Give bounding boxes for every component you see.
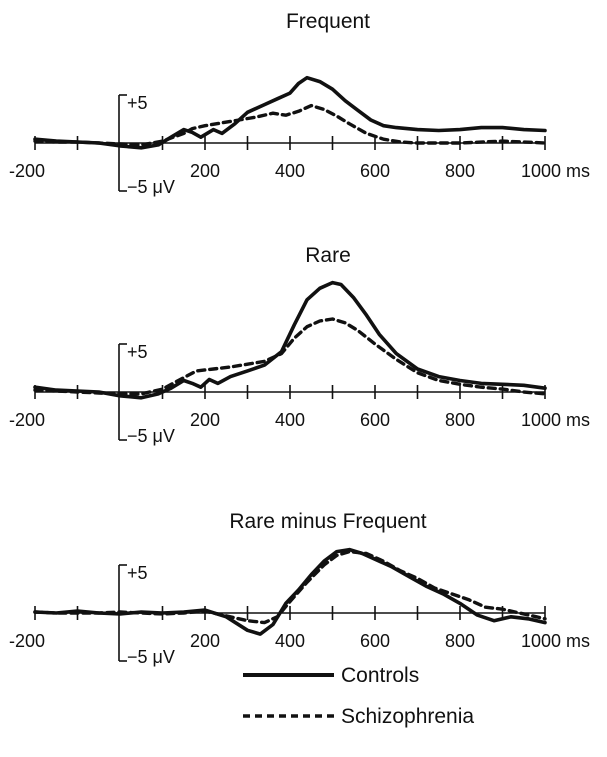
x-tick-label: 800 bbox=[445, 161, 475, 181]
series-line-controls bbox=[33, 75, 547, 150]
x-tick-label: 600 bbox=[360, 410, 390, 430]
series-line-schizophrenia bbox=[33, 103, 547, 147]
y-tick-label: −5 μV bbox=[127, 177, 175, 197]
legend-label-schizophrenia: Schizophrenia bbox=[341, 705, 474, 728]
y-tick-label: −5 μV bbox=[127, 426, 175, 446]
x-tick-label: 1000 ms bbox=[521, 631, 590, 651]
x-tick-label: 1000 ms bbox=[521, 410, 590, 430]
series-line-controls bbox=[33, 547, 547, 636]
y-tick-label: +5 bbox=[127, 563, 148, 583]
y-tick-label: +5 bbox=[127, 93, 148, 113]
x-tick-label: 1000 ms bbox=[521, 161, 590, 181]
x-tick-label: 400 bbox=[275, 631, 305, 651]
x-tick-label: 200 bbox=[190, 410, 220, 430]
x-tick-label: 200 bbox=[190, 631, 220, 651]
x-tick-label: 800 bbox=[445, 631, 475, 651]
x-tick-label: 400 bbox=[275, 410, 305, 430]
x-tick-label: 600 bbox=[360, 161, 390, 181]
x-tick-label: -200 bbox=[9, 410, 45, 430]
x-tick-label: -200 bbox=[9, 631, 45, 651]
chart-panel-frequent: Frequent -200 200 400 600 800 1000 ms +5 −5 μV bbox=[9, 10, 590, 197]
x-tick-label: 400 bbox=[275, 161, 305, 181]
chart-title: Rare bbox=[305, 244, 351, 267]
series-line-controls bbox=[33, 280, 547, 400]
series-line-schizophrenia bbox=[33, 549, 547, 625]
x-tick-label: 600 bbox=[360, 631, 390, 651]
x-tick-label: 800 bbox=[445, 410, 475, 430]
x-tick-label: -200 bbox=[9, 161, 45, 181]
legend-label-controls: Controls bbox=[341, 664, 419, 687]
legend: Controls Schizophrenia bbox=[243, 664, 474, 728]
y-tick-label: −5 μV bbox=[127, 647, 175, 667]
y-tick-label: +5 bbox=[127, 342, 148, 362]
chart-panel-rare-minus-frequent: Rare minus Frequent -200 200 400 600 800 1000… bbox=[9, 510, 590, 667]
chart-title: Frequent bbox=[286, 10, 370, 33]
series-line-schizophrenia bbox=[33, 317, 547, 396]
chart-title: Rare minus Frequent bbox=[229, 510, 426, 533]
x-tick-label: 200 bbox=[190, 161, 220, 181]
chart-panel-rare: Rare -200 200 400 600 800 1000 ms +5 −5 μV bbox=[9, 244, 590, 446]
